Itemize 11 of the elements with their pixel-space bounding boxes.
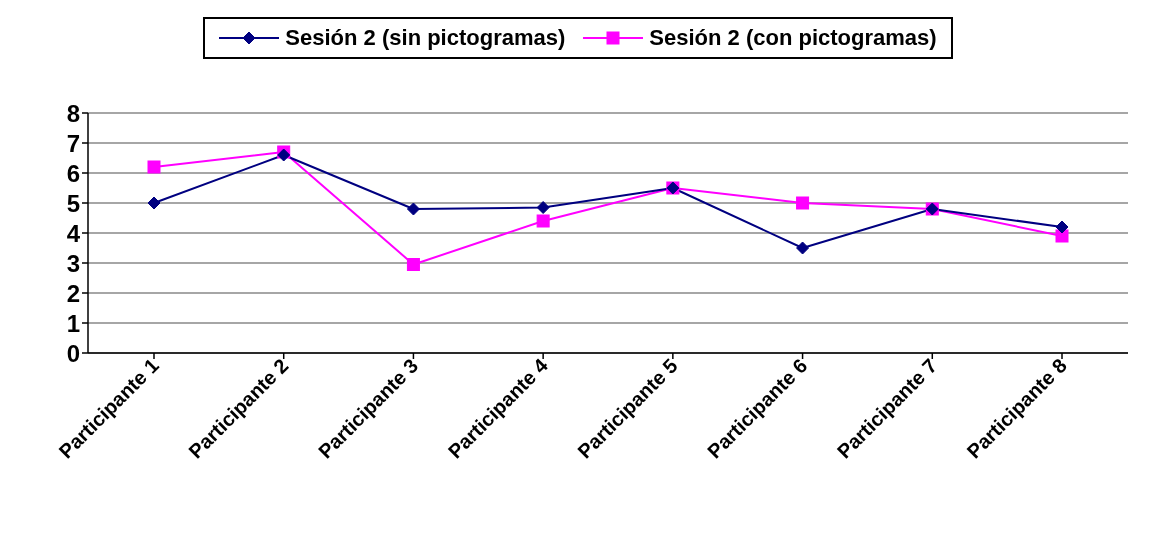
legend-label: Sesión 2 (sin pictogramas): [285, 25, 566, 51]
y-tick-label: 6: [66, 159, 80, 187]
y-tick-label: 4: [66, 219, 81, 247]
y-tick-label: 1: [66, 309, 80, 337]
legend-label: Sesión 2 (con pictogramas): [649, 25, 937, 51]
y-tick-label: 3: [66, 249, 80, 277]
y-tick-label: 8: [66, 99, 80, 127]
y-tick-label: 2: [66, 279, 80, 307]
y-tick-label: 0: [66, 339, 80, 367]
y-tick-label: 7: [66, 129, 80, 157]
y-tick-label: 5: [66, 189, 80, 217]
